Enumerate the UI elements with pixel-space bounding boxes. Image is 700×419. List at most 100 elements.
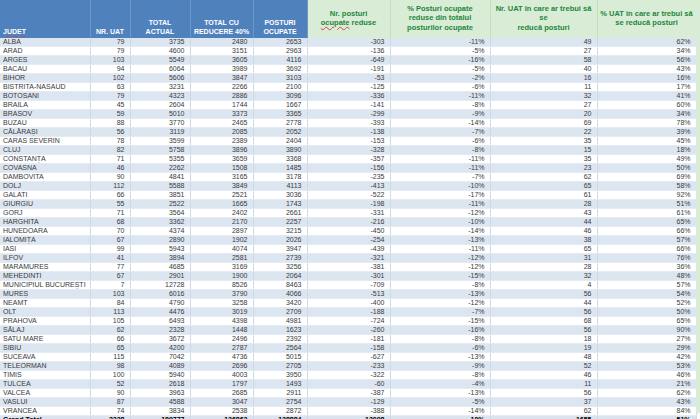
table-cell[interactable]: 78 [90, 137, 130, 146]
table-cell[interactable]: 32 [490, 92, 597, 101]
grand-total-cell[interactable]: 126862 [190, 416, 253, 419]
table-cell[interactable]: -181 [307, 335, 390, 344]
table-cell[interactable]: 79 [90, 38, 130, 47]
table-cell[interactable]: -11% [390, 245, 490, 254]
table-cell[interactable]: MEHEDINTI [0, 272, 90, 281]
table-cell[interactable]: ALBA [0, 38, 90, 47]
table-cell[interactable]: -60 [307, 380, 390, 389]
table-cell[interactable]: 2538 [190, 407, 253, 416]
table-cell[interactable]: GIURGIU [0, 200, 90, 209]
table-cell[interactable]: 41% [597, 92, 696, 101]
table-cell[interactable]: -191 [307, 65, 390, 74]
table-cell[interactable]: -141 [307, 101, 390, 110]
table-cell[interactable]: 3599 [130, 137, 190, 146]
table-cell[interactable]: -14% [390, 119, 490, 128]
table-cell[interactable]: BIHOR [0, 74, 90, 83]
table-cell[interactable]: 3373 [190, 110, 253, 119]
table-cell[interactable]: 2266 [190, 83, 253, 92]
table-cell[interactable]: 78% [597, 119, 696, 128]
table-cell[interactable]: 58 [490, 56, 597, 65]
table-cell[interactable]: 57% [597, 236, 696, 245]
table-cell[interactable]: 3165 [190, 173, 253, 182]
table-cell[interactable]: 3151 [190, 47, 253, 56]
table-cell[interactable]: 94 [90, 65, 130, 74]
table-cell[interactable]: 6064 [130, 65, 190, 74]
table-cell[interactable]: TULCEA [0, 380, 90, 389]
table-cell[interactable]: 67 [90, 236, 130, 245]
table-cell[interactable]: 88 [90, 119, 130, 128]
table-cell[interactable]: 38 [490, 236, 597, 245]
table-cell[interactable]: 3169 [190, 263, 253, 272]
grand-total-cell[interactable]: 51% [597, 416, 696, 419]
table-cell[interactable]: -439 [307, 245, 390, 254]
table-cell[interactable]: 16 [490, 74, 597, 83]
table-cell[interactable]: 43% [597, 398, 696, 407]
table-cell[interactable]: -233 [307, 362, 390, 371]
table-cell[interactable]: 65 [490, 245, 597, 254]
table-cell[interactable]: 98 [90, 362, 130, 371]
table-cell[interactable]: MARAMURES [0, 263, 90, 272]
table-cell[interactable]: -8% [390, 335, 490, 344]
table-cell[interactable]: VASLUI [0, 398, 90, 407]
table-cell[interactable]: 4116 [253, 56, 307, 65]
table-cell[interactable]: -10% [390, 182, 490, 191]
table-cell[interactable]: 2890 [130, 236, 190, 245]
table-cell[interactable]: 49% [597, 155, 696, 164]
table-cell[interactable]: -357 [307, 155, 390, 164]
table-cell[interactable]: -513 [307, 290, 390, 299]
table-cell[interactable]: 56 [490, 308, 597, 317]
table-cell[interactable]: -12% [390, 254, 490, 263]
table-cell[interactable]: 31 [490, 254, 597, 263]
table-cell[interactable]: 17% [597, 83, 696, 92]
table-cell[interactable]: BRAILA [0, 101, 90, 110]
table-cell[interactable]: 20 [490, 110, 597, 119]
table-cell[interactable]: 59 [90, 110, 130, 119]
table-cell[interactable]: 40 [490, 65, 597, 74]
table-cell[interactable]: 90 [90, 173, 130, 182]
table-cell[interactable]: -7% [390, 173, 490, 182]
table-cell[interactable]: 8463 [253, 281, 307, 290]
table-cell[interactable]: -400 [307, 299, 390, 308]
table-cell[interactable]: -13% [390, 236, 490, 245]
table-cell[interactable]: -328 [307, 146, 390, 155]
table-cell[interactable]: 62 [490, 407, 597, 416]
table-cell[interactable]: 2872 [253, 407, 307, 416]
table-cell[interactable]: -10% [390, 218, 490, 227]
table-cell[interactable]: VALCEA [0, 389, 90, 398]
table-cell[interactable]: 77 [90, 263, 130, 272]
table-cell[interactable]: 74 [90, 407, 130, 416]
table-cell[interactable]: -125 [307, 83, 390, 92]
table-cell[interactable]: 1448 [190, 326, 253, 335]
table-cell[interactable]: 2897 [190, 227, 253, 236]
table-cell[interactable]: 11 [490, 83, 597, 92]
grand-total-cell[interactable]: 3228 [90, 416, 130, 419]
table-cell[interactable]: 23 [490, 164, 597, 173]
table-cell[interactable]: 5940 [130, 371, 190, 380]
table-cell[interactable]: 79 [90, 47, 130, 56]
table-cell[interactable]: -2% [390, 74, 490, 83]
table-cell[interactable]: 65% [597, 218, 696, 227]
table-cell[interactable]: 28 [490, 200, 597, 209]
table-cell[interactable]: 2653 [253, 38, 307, 47]
table-cell[interactable]: 2963 [253, 47, 307, 56]
table-cell[interactable]: -331 [307, 209, 390, 218]
table-cell[interactable]: 63 [90, 83, 130, 92]
table-cell[interactable]: 15 [490, 146, 597, 155]
table-cell[interactable]: -260 [307, 326, 390, 335]
table-cell[interactable]: 3047 [190, 398, 253, 407]
table-cell[interactable]: 2901 [130, 272, 190, 281]
table-cell[interactable]: -709 [307, 281, 390, 290]
table-cell[interactable]: 1797 [190, 380, 253, 389]
table-cell[interactable]: 50% [597, 308, 696, 317]
table-cell[interactable]: 29% [597, 344, 696, 353]
table-cell[interactable]: -15% [390, 317, 490, 326]
table-cell[interactable]: -321 [307, 254, 390, 263]
grand-total-cell[interactable]: Grand Total [0, 416, 90, 419]
table-cell[interactable]: -322 [307, 371, 390, 380]
table-cell[interactable]: -12% [390, 263, 490, 272]
table-cell[interactable]: -299 [307, 110, 390, 119]
table-cell[interactable]: 1665 [190, 200, 253, 209]
table-cell[interactable]: 103 [90, 56, 130, 65]
table-cell[interactable]: -138 [307, 128, 390, 137]
table-cell[interactable]: 3770 [130, 119, 190, 128]
